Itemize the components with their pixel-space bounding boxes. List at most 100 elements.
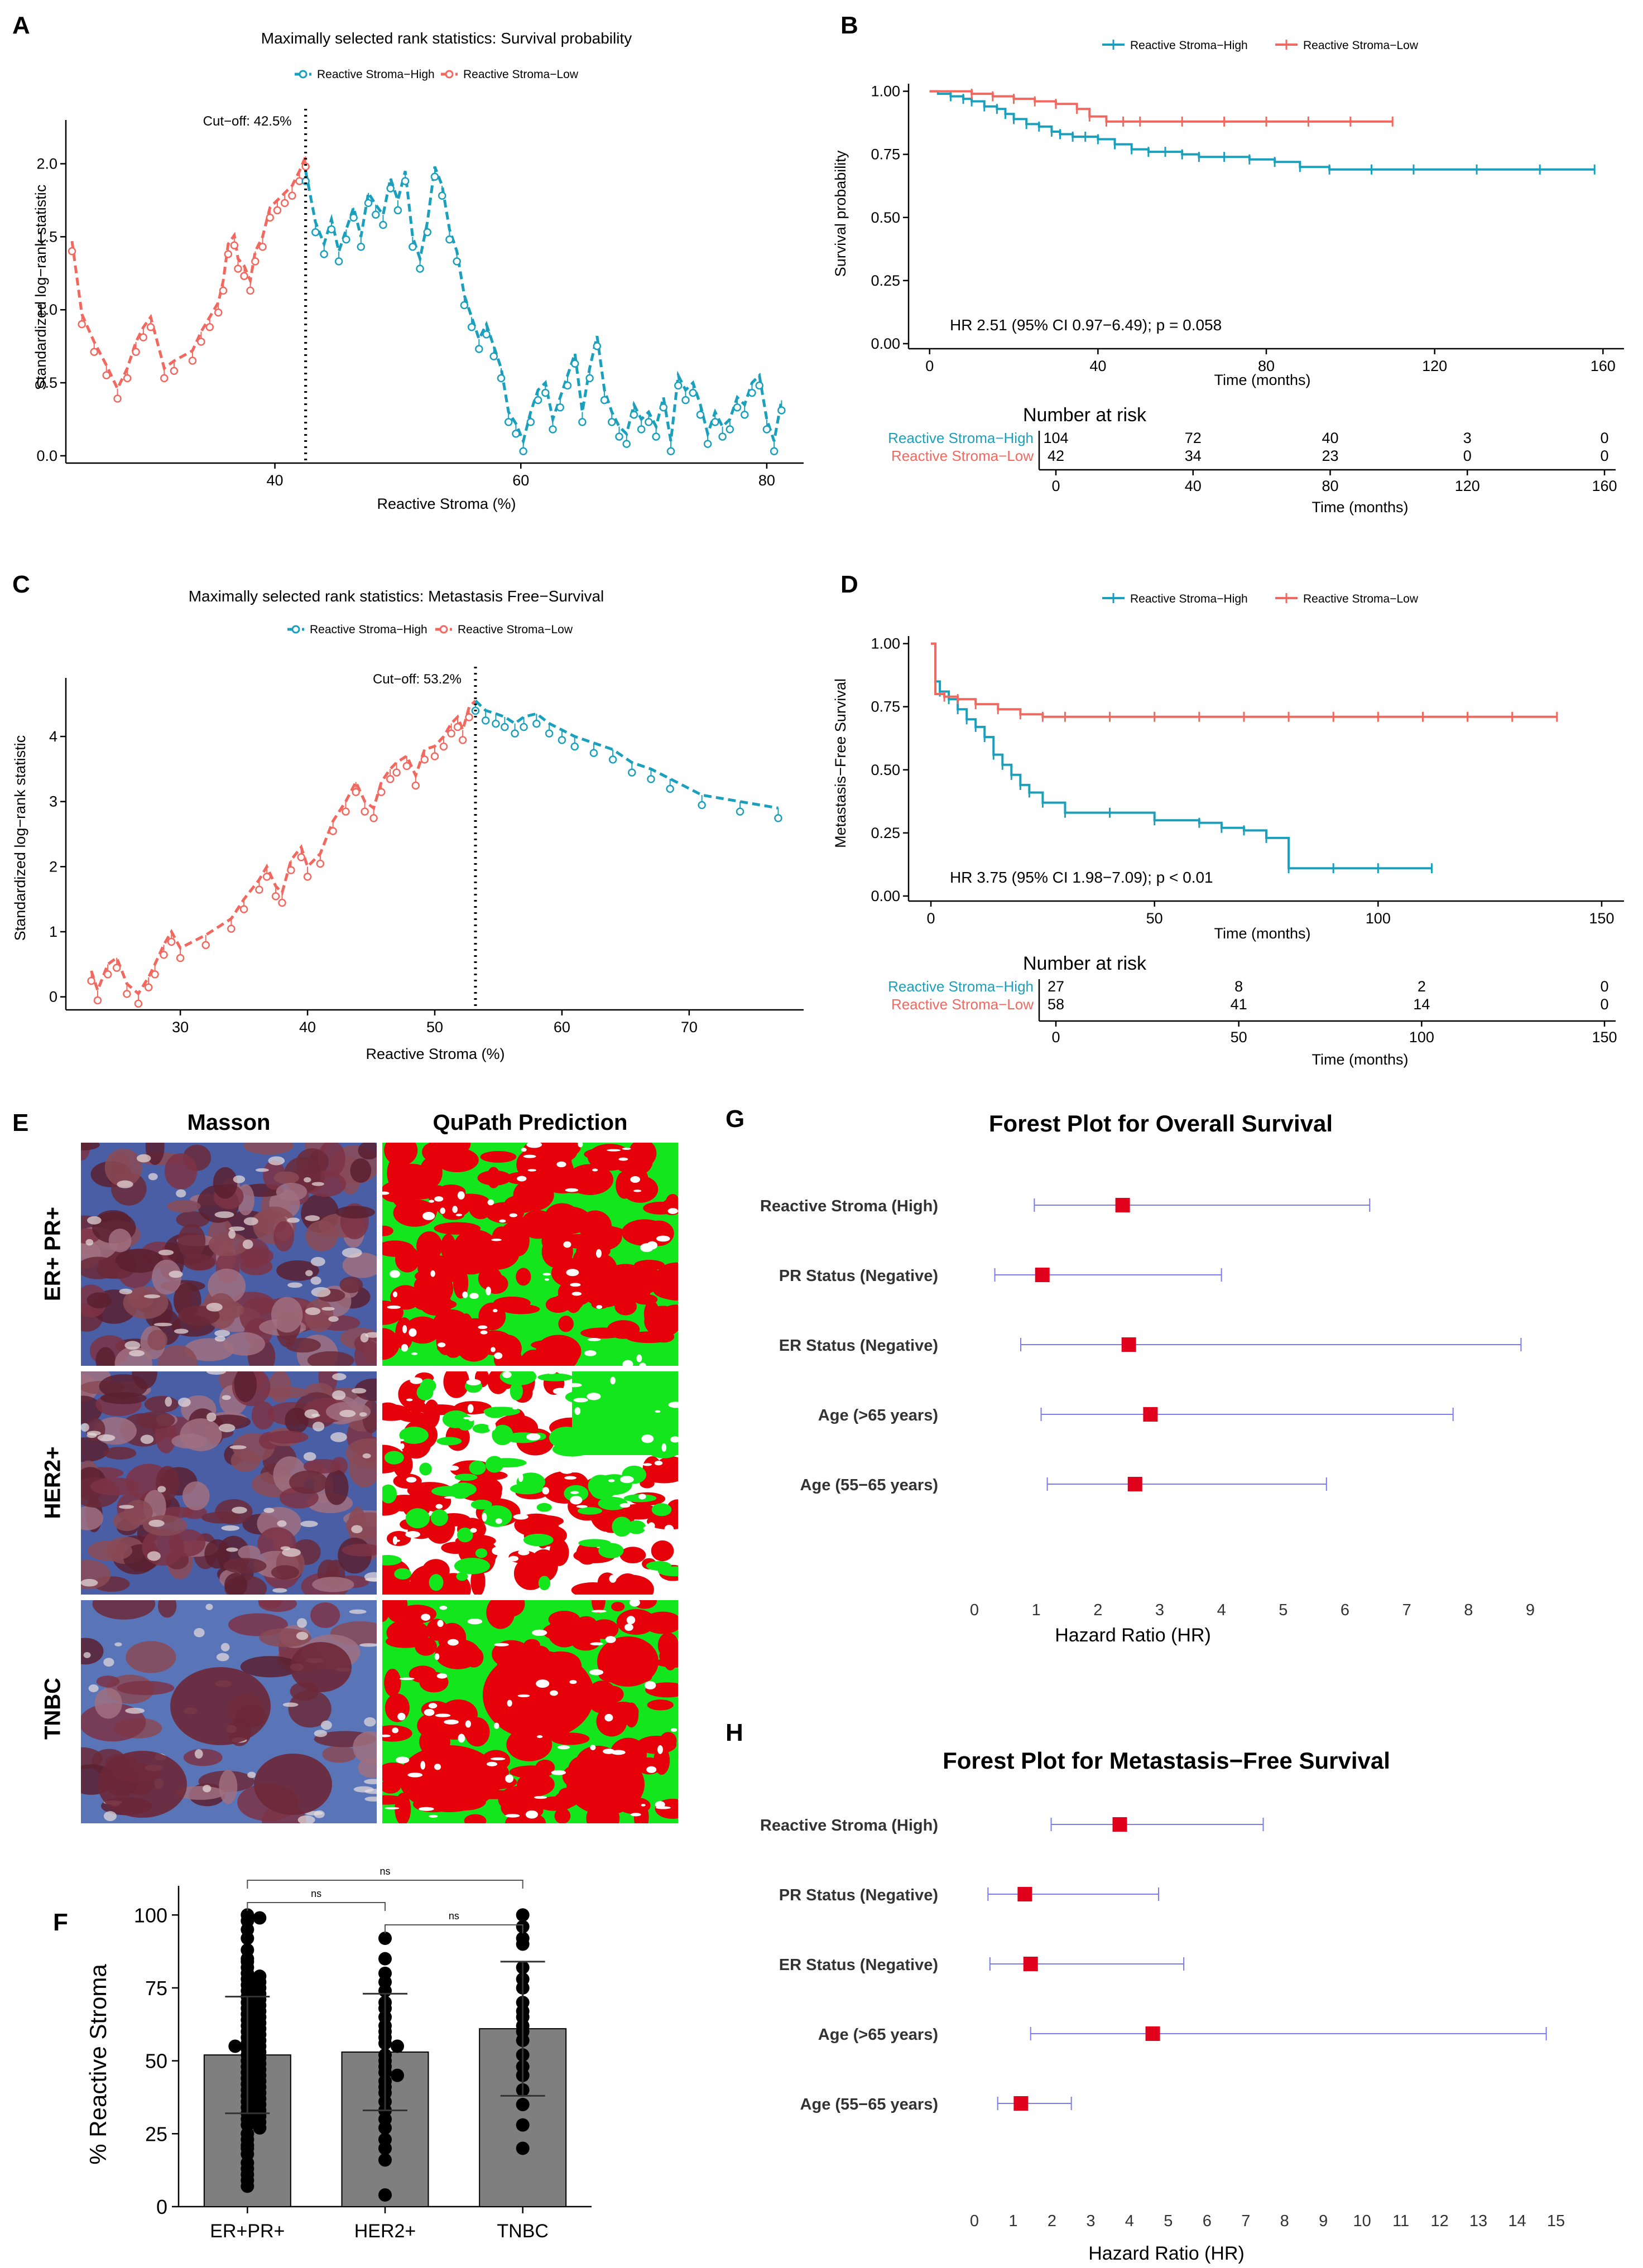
data-point (352, 788, 360, 796)
masson-cell-cluster (182, 1506, 207, 1519)
panel-e-microscopy: E Masson QuPath Prediction ER+ PR+ HER2+… (0, 1099, 703, 1823)
masson-lumen (287, 1217, 300, 1223)
masson-lumen (297, 1815, 315, 1823)
data-point (234, 264, 242, 273)
data-point (460, 301, 469, 310)
masson-cell-cluster (178, 1306, 220, 1326)
empty-region (518, 1473, 523, 1482)
risk-row-label: Reactive Stroma−High (888, 430, 1034, 446)
tumor-region (385, 1693, 410, 1722)
stroma-region (484, 1407, 507, 1418)
risk-x-tick-label: 0 (1051, 1029, 1060, 1046)
masson-cell-cluster (350, 1158, 372, 1183)
risk-value: 14 (1413, 996, 1430, 1013)
tumor-region (657, 1281, 678, 1301)
risk-row-label: Reactive Stroma−Low (891, 996, 1034, 1013)
legend-low-label: Reactive Stroma−Low (463, 68, 579, 81)
hr-point (1145, 2026, 1160, 2041)
x-tick-label: 9 (1319, 2212, 1328, 2230)
empty-region (387, 1305, 401, 1309)
empty-region (518, 1549, 530, 1556)
masson-lumen (103, 1811, 117, 1822)
data-point (703, 440, 712, 448)
masson-cell-cluster (87, 1292, 112, 1309)
x-tick-label: 100 (1366, 910, 1391, 927)
legend-low-marker (445, 70, 454, 79)
masson-tumor-nest (170, 1667, 271, 1745)
data-point (411, 781, 420, 790)
tumor-region (541, 1227, 576, 1254)
data-point (90, 348, 98, 357)
hr-point (1013, 2096, 1029, 2111)
empty-region (465, 1720, 472, 1728)
empty-region (570, 1283, 581, 1287)
tumor-region (566, 1164, 614, 1195)
row-label: ER Status (Negative) (779, 1956, 938, 1974)
masson-lumen (282, 1548, 301, 1557)
data-point (253, 2121, 267, 2135)
x-tick-label: 120 (1422, 358, 1447, 374)
data-point (748, 388, 756, 397)
masson-lumen (194, 1749, 203, 1759)
data-point (288, 191, 296, 200)
masson-lumen (216, 1653, 229, 1662)
masson-cell-cluster (183, 1254, 215, 1271)
masson-lumen (364, 1779, 377, 1784)
empty-region (646, 1766, 657, 1773)
masson-lumen (81, 1579, 98, 1587)
empty-region (467, 1618, 483, 1625)
empty-region (385, 1807, 400, 1809)
masson-lumen (305, 1215, 320, 1221)
tumor-region (591, 1600, 606, 1614)
risk-value: 0 (1600, 996, 1608, 1013)
hr-point (1017, 1887, 1032, 1901)
stroma-region (399, 1426, 429, 1444)
masson-cell-cluster (354, 1340, 377, 1366)
panel-label-d: D (840, 571, 858, 598)
tumor-region (545, 1296, 571, 1313)
data-point (327, 225, 336, 234)
empty-region (435, 1713, 451, 1717)
x-tick-label: 0 (970, 1601, 979, 1619)
stroma-region (454, 1474, 478, 1481)
data-point (320, 250, 328, 258)
x-tick-label: 10 (1353, 2212, 1371, 2230)
masson-tumor-nest (254, 1754, 332, 1815)
data-point (409, 243, 417, 251)
tumor-region (619, 1547, 646, 1563)
y-tick-label: 3 (49, 793, 57, 810)
x-tick-label: 50 (1146, 910, 1163, 927)
empty-region (406, 1477, 417, 1483)
masson-cell-cluster (147, 1330, 168, 1351)
masson-lumen (305, 1307, 321, 1316)
masson-lumen (118, 1505, 134, 1509)
empty-region (566, 1383, 582, 1388)
data-point (123, 990, 131, 998)
masson-texture (81, 1143, 377, 1366)
masson-lumen (157, 1486, 166, 1492)
tumor-region (404, 1316, 441, 1344)
data-point (392, 768, 401, 777)
stroma-region (516, 1472, 546, 1492)
tumor-region (504, 1195, 538, 1214)
masson-lumen (129, 1350, 145, 1357)
masson-cell-cluster (324, 1470, 349, 1505)
legend: Reactive Stroma−High Reactive Stroma−Low (1102, 593, 1419, 605)
empty-region (509, 1213, 517, 1217)
panel-label-h: H (726, 1719, 743, 1746)
x-tick-label: 80 (758, 472, 775, 489)
stroma-region (552, 1442, 592, 1457)
masson-lumen (85, 1239, 94, 1246)
empty-region (402, 1325, 407, 1333)
masson-cell-cluster (126, 1641, 176, 1673)
masson-lumen (305, 1270, 313, 1277)
tumor-region (576, 1241, 611, 1260)
x-tick-label: 8 (1464, 1601, 1473, 1619)
empty-region (457, 1191, 465, 1200)
empty-region (390, 1270, 400, 1278)
masson-lumen (88, 1684, 99, 1693)
masson-cell-cluster (94, 1688, 122, 1719)
masson-cell-cluster (115, 1249, 164, 1273)
x-tick-label: 11 (1392, 2212, 1409, 2230)
empty-region (602, 1749, 615, 1754)
